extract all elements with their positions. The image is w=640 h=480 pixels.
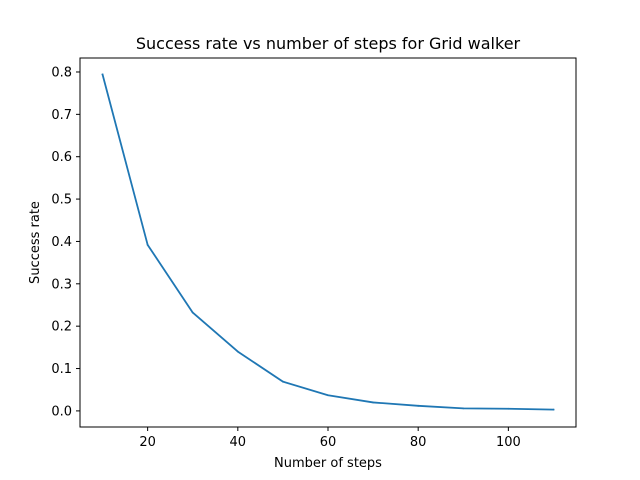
data-point bbox=[101, 73, 104, 76]
plot-background bbox=[80, 58, 576, 427]
y-tick-label: 0.5 bbox=[51, 193, 72, 208]
data-point bbox=[146, 243, 149, 246]
data-point bbox=[236, 350, 239, 353]
y-tick-label: 0.7 bbox=[51, 108, 72, 123]
data-point bbox=[372, 401, 374, 404]
ticks-layer: 20 40 60 80 100 0.0 0.1 0.2 0.3 0.4 0.5 0.6 0.7 0.8 bbox=[51, 65, 520, 450]
y-tick-label: 0.0 bbox=[51, 404, 72, 419]
chart-title: Success rate vs number of steps for Grid… bbox=[136, 34, 521, 53]
y-tick-label: 0.3 bbox=[51, 277, 72, 292]
data-point bbox=[191, 311, 194, 314]
y-tick-label: 0.6 bbox=[51, 150, 72, 165]
y-tick-label: 0.4 bbox=[51, 235, 72, 250]
x-tick-label: 20 bbox=[139, 435, 156, 450]
data-point bbox=[462, 407, 465, 410]
y-tick-label: 0.1 bbox=[51, 362, 72, 377]
x-tick-label: 40 bbox=[230, 435, 247, 450]
y-axis-title: Success rate bbox=[28, 201, 43, 284]
plot-frame bbox=[79, 57, 577, 428]
data-point bbox=[282, 380, 284, 383]
data-point bbox=[552, 408, 555, 411]
x-axis-title: Number of steps bbox=[274, 456, 382, 471]
x-tick-label: 60 bbox=[320, 435, 337, 450]
data-point bbox=[417, 404, 420, 407]
y-tick-label: 0.8 bbox=[51, 65, 72, 80]
data-point bbox=[327, 394, 329, 397]
series-layer bbox=[101, 73, 555, 411]
x-tick-label: 100 bbox=[496, 435, 521, 450]
y-tick-label: 0.2 bbox=[51, 320, 72, 335]
x-tick-label: 80 bbox=[410, 435, 427, 450]
data-point bbox=[507, 407, 510, 410]
